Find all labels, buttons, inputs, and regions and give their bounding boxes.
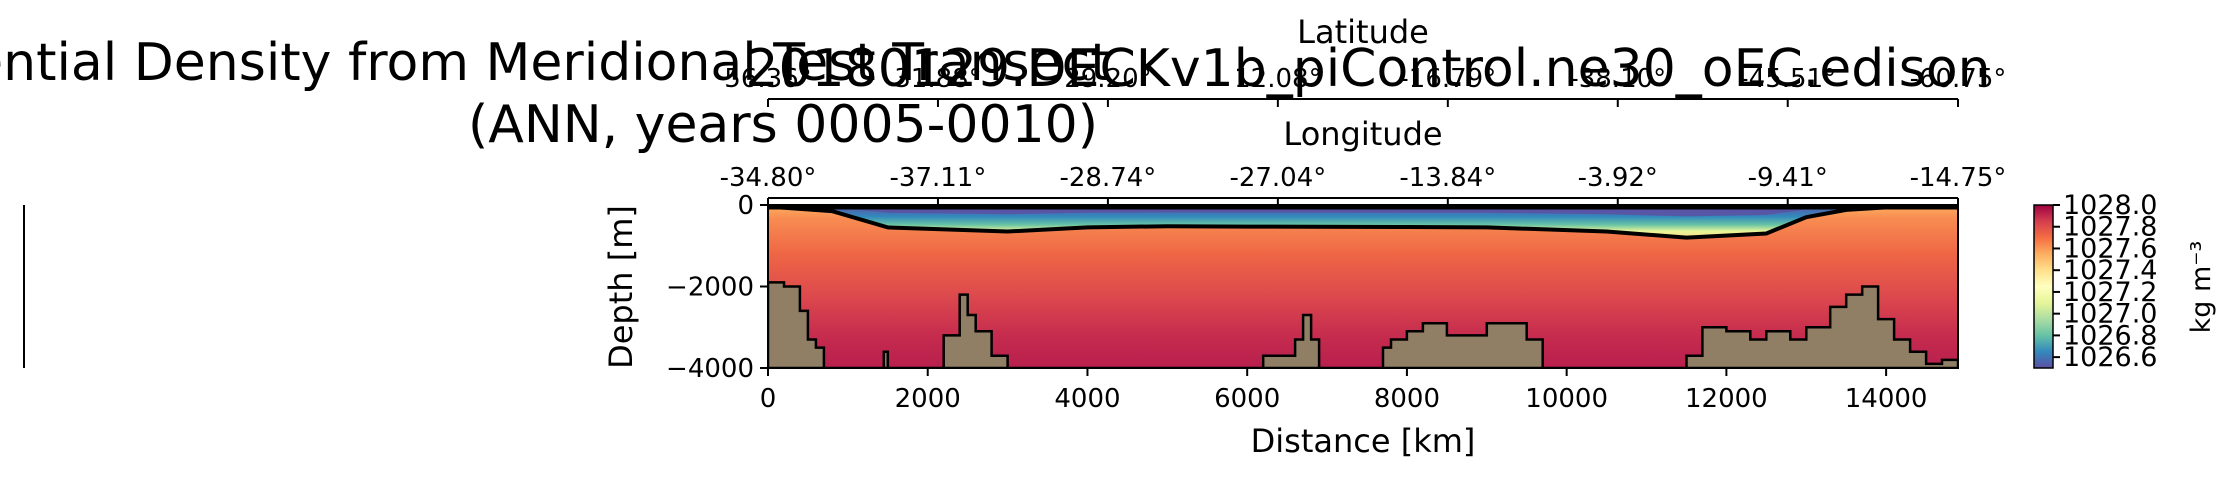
latitude-axis-title: Latitude [1297,13,1429,51]
colorbar [2033,204,2054,369]
isopycnal-contour [768,205,1958,240]
x-tick-label: 4000 [1054,384,1120,414]
colorbar-label: kg m⁻³ [2186,241,2217,334]
colorbar-tick-label: 1026.6 [2063,342,2157,373]
secondary-tick-label: -45.51° [1739,64,1836,94]
longitude-axis: -34.80° -37.11° -28.74° -27.04° -13.84° -3.92… [720,163,2007,206]
colorbar-tick-label: 1027.6 [2063,233,2157,264]
secondary-tick-label: -27.04° [1229,163,1326,193]
colorbar-tick-label: 1026.8 [2063,320,2157,351]
secondary-tick-label: 31.88° [894,64,981,94]
secondary-tick-label: -3.92° [1578,163,1658,193]
secondary-tick-label: -60.75° [1910,64,2007,94]
x-axis: 0 2000 4000 6000 8000 10000 12000 14000 [760,368,1928,414]
latitude-axis: 56.36° 31.88° 29.20° 12.08° -16.79° -38.10° -4… [724,64,2006,107]
y-tick-label: −4000 [666,354,754,384]
x-tick-label: 12000 [1685,384,1768,414]
x-tick-label: 10000 [1525,384,1608,414]
y-axis: 0 −2000 −4000 [666,191,768,384]
x-tick-label: 2000 [895,384,961,414]
x-tick-label: 14000 [1845,384,1928,414]
secondary-tick-label: -13.84° [1399,163,1496,193]
secondary-tick-label: -9.41° [1748,163,1828,193]
secondary-tick-label: -28.74° [1059,163,1156,193]
x-tick-label: 6000 [1214,384,1280,414]
secondary-tick-label: 29.20° [1064,64,1151,94]
longitude-axis-title: Longitude [1283,115,1442,153]
colorbar-tick-label: 1027.8 [2063,212,2157,243]
colorbar-tick-label: 1027.0 [2063,299,2157,330]
secondary-tick-label: -38.10° [1569,64,1666,94]
y-axis-title: Depth [m] [602,205,640,369]
x-tick-label: 0 [760,384,777,414]
y-tick-label: 0 [737,191,754,221]
chart-title-line1: Potential Density from Meridional Test T… [0,33,1111,93]
colorbar-tick-label: 1027.2 [2063,277,2157,308]
secondary-tick-label: -34.80° [720,163,817,193]
secondary-tick-label: -16.79° [1399,64,1496,94]
colorbar-tick-label: 1027.4 [2063,255,2157,286]
secondary-tick-label: 12.08° [1234,64,1321,94]
colorbar-tick-label: 1028.0 [2063,190,2157,221]
secondary-tick-label: -37.11° [890,163,987,193]
plot-area [768,205,1958,368]
colorbar-ticks: 1028.01027.81027.61027.41027.21027.01026… [2053,190,2157,373]
secondary-tick-label: -14.75° [1910,163,2007,193]
secondary-tick-label: 56.36° [724,64,811,94]
run-name: 20180129.DECKv1b_piControl.ne30_oEC.edis… [745,39,1990,99]
chart-title-line2: (ANN, years 0005-0010) [468,95,1098,155]
x-tick-label: 8000 [1374,384,1440,414]
x-axis-title: Distance [km] [1251,422,1476,460]
bathymetry [768,281,1958,368]
y-tick-label: −2000 [666,273,754,303]
